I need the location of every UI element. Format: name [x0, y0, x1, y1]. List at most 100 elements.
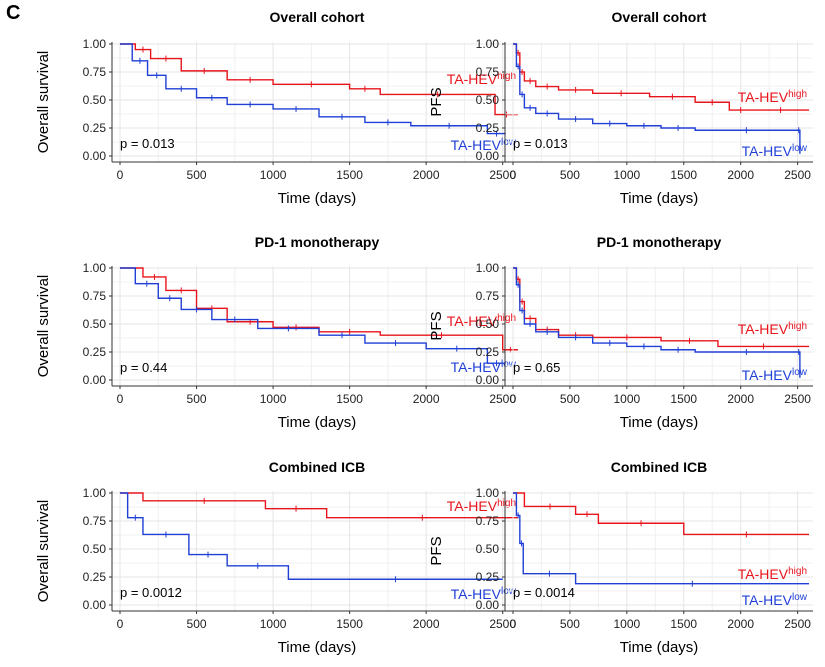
x-tick-label: 1500 — [670, 617, 697, 631]
x-tick-label: 500 — [560, 617, 580, 631]
y-tick-label: 0.25 — [476, 570, 500, 584]
y-axis-label: Overall survival — [35, 275, 52, 378]
x-tick-label: 1500 — [670, 392, 697, 406]
x-tick-label: 0 — [117, 392, 124, 406]
x-tick-label: 0 — [510, 392, 517, 406]
y-axis-label: Overall survival — [35, 51, 52, 154]
x-tick-label: 2000 — [727, 617, 754, 631]
chart-panel-3: PD-1 monotherapy 0.00 0.25 0.50 0.75 1.00 0 500… — [35, 234, 522, 431]
x-tick-label: 2000 — [413, 168, 440, 182]
series-label-high: TA-HEVhigh — [738, 89, 807, 105]
x-axis-label: Time (days) — [620, 414, 699, 431]
y-tick-label: 0.75 — [83, 289, 107, 303]
x-tick-label: 1000 — [613, 392, 640, 406]
y-tick-label: 0.00 — [83, 373, 107, 387]
chart-title: Combined ICB — [611, 459, 707, 475]
y-tick-label: 0.75 — [83, 65, 107, 79]
x-tick-label: 2000 — [413, 617, 440, 631]
y-axis-label: PFS — [428, 311, 445, 340]
y-tick-label: 0.25 — [83, 121, 107, 135]
y-tick-label: 1.00 — [476, 486, 500, 500]
chart-title: Combined ICB — [269, 459, 365, 475]
x-tick-label: 2500 — [784, 392, 811, 406]
x-tick-label: 1000 — [260, 168, 287, 182]
x-tick-label: 2000 — [413, 392, 440, 406]
x-tick-label: 500 — [560, 168, 580, 182]
x-tick-label: 1000 — [260, 392, 287, 406]
series-label-high: TA-HEVhigh — [738, 321, 807, 337]
chart-panel-4: PD-1 monotherapy 0.00 0.25 0.50 0.75 1.00 0 500… — [428, 234, 813, 431]
y-tick-label: 0.25 — [83, 570, 107, 584]
p-value-label: p = 0.0014 — [513, 585, 575, 600]
x-tick-label: 500 — [187, 392, 207, 406]
y-tick-label: 0.75 — [476, 65, 500, 79]
chart-title: Overall cohort — [270, 9, 365, 25]
x-tick-label: 0 — [117, 168, 124, 182]
y-tick-label: 1.00 — [83, 486, 107, 500]
x-tick-label: 1500 — [336, 617, 363, 631]
chart-panel-2: Overall cohort 0.00 0.25 0.50 0.75 1.00 0 500 10… — [428, 9, 813, 207]
x-tick-label: 2500 — [784, 168, 811, 182]
y-axis-label: Overall survival — [35, 500, 52, 603]
y-tick-label: 0.50 — [476, 317, 500, 331]
y-tick-label: 0.25 — [476, 121, 500, 135]
series-line-high — [120, 268, 518, 350]
x-tick-label: 0 — [510, 617, 517, 631]
y-tick-label: 0.00 — [476, 373, 500, 387]
x-tick-label: 0 — [510, 168, 517, 182]
y-axis-label: PFS — [428, 536, 445, 565]
x-tick-label: 1000 — [613, 168, 640, 182]
x-tick-label: 1500 — [336, 168, 363, 182]
y-tick-label: 0.75 — [83, 514, 107, 528]
p-value-label: p = 0.0012 — [120, 585, 182, 600]
series-label-high: TA-HEVhigh — [738, 566, 807, 582]
chart-panel-6: Combined ICB 0.00 0.25 0.50 0.75 1.00 0 500 1000… — [428, 459, 813, 656]
y-tick-label: 1.00 — [476, 37, 500, 51]
x-axis-label: Time (days) — [278, 190, 357, 207]
y-tick-label: 0.00 — [83, 598, 107, 612]
p-value-label: p = 0.013 — [513, 136, 568, 151]
y-tick-label: 0.25 — [476, 345, 500, 359]
y-tick-label: 0.00 — [83, 149, 107, 163]
x-tick-label: 1000 — [260, 617, 287, 631]
y-tick-label: 0.75 — [476, 289, 500, 303]
x-axis-label: Time (days) — [278, 639, 357, 656]
chart-panel-5: Combined ICB 0.00 0.25 0.50 0.75 1.00 0 500 1000… — [35, 459, 522, 656]
chart-title: PD-1 monotherapy — [255, 234, 380, 250]
x-tick-label: 1500 — [670, 168, 697, 182]
x-tick-label: 1500 — [336, 392, 363, 406]
y-tick-label: 0.50 — [83, 93, 107, 107]
y-tick-label: 1.00 — [83, 37, 107, 51]
x-axis-label: Time (days) — [620, 190, 699, 207]
series-line-high — [513, 493, 809, 534]
y-tick-label: 0.50 — [476, 93, 500, 107]
x-axis-label: Time (days) — [620, 639, 699, 656]
chart-title: PD-1 monotherapy — [597, 234, 722, 250]
y-tick-label: 1.00 — [476, 261, 500, 275]
y-tick-label: 0.50 — [83, 542, 107, 556]
x-tick-label: 2000 — [727, 168, 754, 182]
chart-panel-1: Overall cohort 0.00 0.25 0.50 0.75 1.00 0 500 10… — [35, 9, 522, 207]
p-value-label: p = 0.013 — [120, 136, 175, 151]
chart-title: Overall cohort — [612, 9, 707, 25]
x-tick-label: 2000 — [727, 392, 754, 406]
series-line-low — [120, 44, 506, 134]
x-tick-label: 500 — [187, 168, 207, 182]
x-tick-label: 500 — [187, 617, 207, 631]
y-tick-label: 0.50 — [476, 542, 500, 556]
series-label-high: TA-HEVhigh — [447, 498, 516, 514]
x-tick-label: 0 — [117, 617, 124, 631]
x-tick-label: 500 — [560, 392, 580, 406]
x-tick-label: 1000 — [613, 617, 640, 631]
y-tick-label: 0.00 — [476, 149, 500, 163]
y-axis-label: PFS — [428, 87, 445, 116]
x-axis-label: Time (days) — [278, 414, 357, 431]
y-tick-label: 0.50 — [83, 317, 107, 331]
x-tick-label: 2500 — [784, 617, 811, 631]
y-tick-label: 1.00 — [83, 261, 107, 275]
y-tick-label: 0.00 — [476, 598, 500, 612]
p-value-label: p = 0.44 — [120, 360, 167, 375]
y-tick-label: 0.25 — [83, 345, 107, 359]
y-tick-label: 0.75 — [476, 514, 500, 528]
